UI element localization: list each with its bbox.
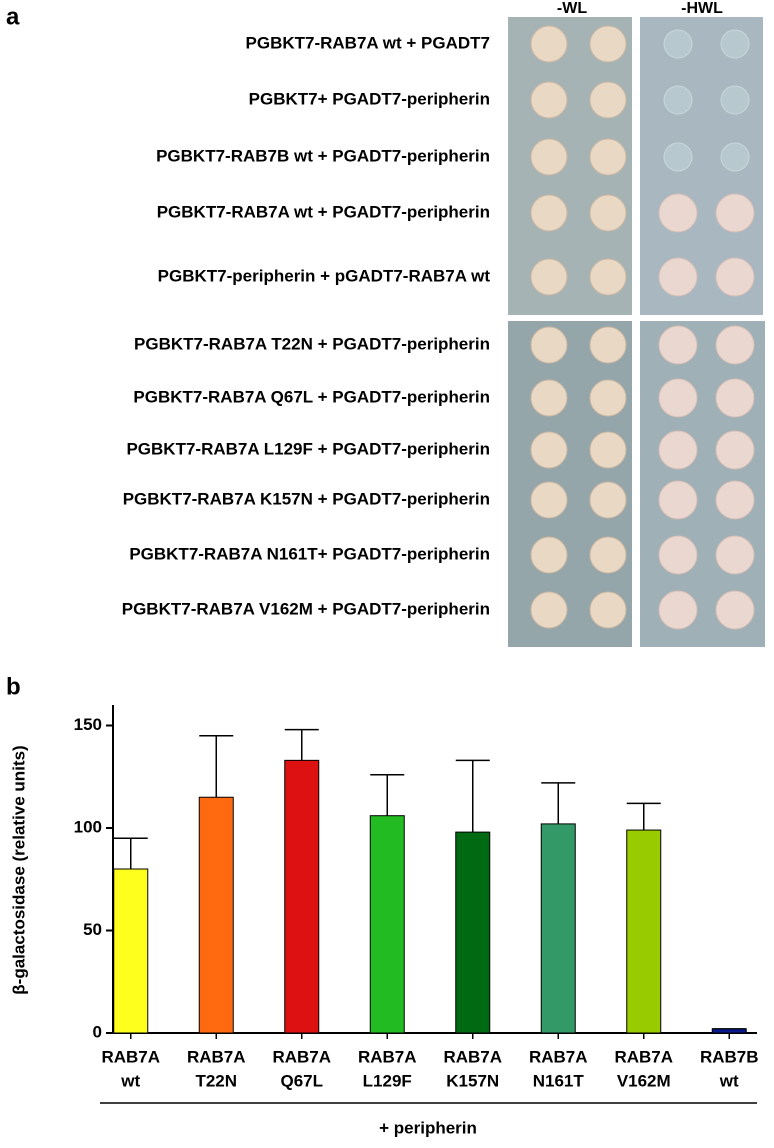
y-tick-label: 150 [74, 715, 102, 734]
colony [589, 379, 627, 417]
x-tick-label: K157N [446, 1071, 499, 1090]
colony [715, 430, 755, 470]
bar [113, 868, 149, 1034]
panel-letter: a [6, 3, 20, 30]
row-label: PGBKT7-RAB7A Q67L + PGADT7-peripherin [133, 387, 490, 406]
colony [530, 258, 568, 296]
x-tick-label: Q67L [280, 1071, 323, 1090]
group-label: + peripherin [379, 1118, 477, 1137]
colony [589, 258, 627, 296]
colony [530, 591, 568, 629]
x-tick-label: RAB7A [101, 1047, 160, 1066]
colony [658, 378, 698, 418]
row-label: PGBKT7-RAB7A K157N + PGADT7-peripherin [123, 489, 490, 508]
colony [720, 85, 750, 115]
column-header: -WL [557, 0, 587, 17]
x-tick-label: L129F [363, 1071, 412, 1090]
column-header: -HWL [681, 0, 723, 17]
colony [658, 325, 698, 365]
row-label: PGBKT7-RAB7B wt + PGADT7-peripherin [156, 146, 490, 165]
x-tick-label: RAB7B [700, 1047, 759, 1066]
colony [530, 81, 568, 119]
colony [530, 481, 568, 519]
colony [658, 480, 698, 520]
row-label: PGBKT7-RAB7A T22N + PGADT7-peripherin [134, 334, 490, 353]
x-tick-label: wt [120, 1071, 140, 1090]
colony [715, 325, 755, 365]
colony [530, 431, 568, 469]
colony [663, 142, 693, 172]
colony [658, 193, 698, 233]
colony [658, 590, 698, 630]
colony [589, 138, 627, 176]
x-tick-label: RAB7A [443, 1047, 502, 1066]
colony [530, 536, 568, 574]
colony [715, 193, 755, 233]
colony [530, 379, 568, 417]
colony [720, 142, 750, 172]
row-label: PGBKT7-RAB7A V162M + PGADT7-peripherin [122, 599, 490, 618]
colony [715, 378, 755, 418]
x-tick-label: RAB7A [358, 1047, 417, 1066]
colony [589, 431, 627, 469]
y-tick-label: 0 [93, 1022, 102, 1041]
colony [715, 535, 755, 575]
colony [530, 138, 568, 176]
bar [711, 1028, 747, 1034]
y-tick-label: 100 [74, 817, 102, 836]
bar [284, 759, 320, 1034]
colony [658, 535, 698, 575]
bar [198, 796, 234, 1034]
row-label: PGBKT7-RAB7A N161T+ PGADT7-peripherin [129, 544, 490, 563]
row-label: PGBKT7-peripherin + pGADT7-RAB7A wt [158, 266, 491, 285]
row-label: PGBKT7-RAB7A wt + PGADT7-peripherin [157, 202, 490, 221]
x-tick-label: V162M [617, 1071, 671, 1090]
x-tick-label: N161T [533, 1071, 585, 1090]
colony [589, 481, 627, 519]
colony [589, 326, 627, 364]
colony [589, 81, 627, 119]
colony [720, 29, 750, 59]
colony [589, 591, 627, 629]
colony [663, 29, 693, 59]
bar [369, 815, 405, 1034]
x-tick-label: RAB7A [187, 1047, 246, 1066]
colony [715, 590, 755, 630]
colony [589, 194, 627, 232]
x-tick-label: RAB7A [529, 1047, 588, 1066]
bar [455, 831, 491, 1034]
row-label: PGBKT7-RAB7A L129F + PGADT7-peripherin [126, 439, 490, 458]
colony [715, 480, 755, 520]
x-tick-label: RAB7A [614, 1047, 673, 1066]
row-label: PGBKT7+ PGADT7-peripherin [249, 89, 490, 108]
row-label: PGBKT7-RAB7A wt + PGADT7 [246, 33, 490, 52]
x-tick-label: T22N [195, 1071, 237, 1090]
colony [658, 430, 698, 470]
colony [663, 85, 693, 115]
x-tick-label: RAB7A [272, 1047, 331, 1066]
y-tick-label: 50 [83, 920, 102, 939]
colony [658, 257, 698, 297]
y-axis-label: β-galactosidase (relative units) [9, 745, 28, 994]
colony [530, 326, 568, 364]
colony [530, 194, 568, 232]
panel-letter: b [6, 673, 21, 700]
colony [715, 257, 755, 297]
colony [530, 25, 568, 63]
colony [589, 25, 627, 63]
bar [540, 823, 576, 1034]
bar [626, 829, 662, 1034]
x-tick-label: wt [719, 1071, 739, 1090]
colony [589, 536, 627, 574]
